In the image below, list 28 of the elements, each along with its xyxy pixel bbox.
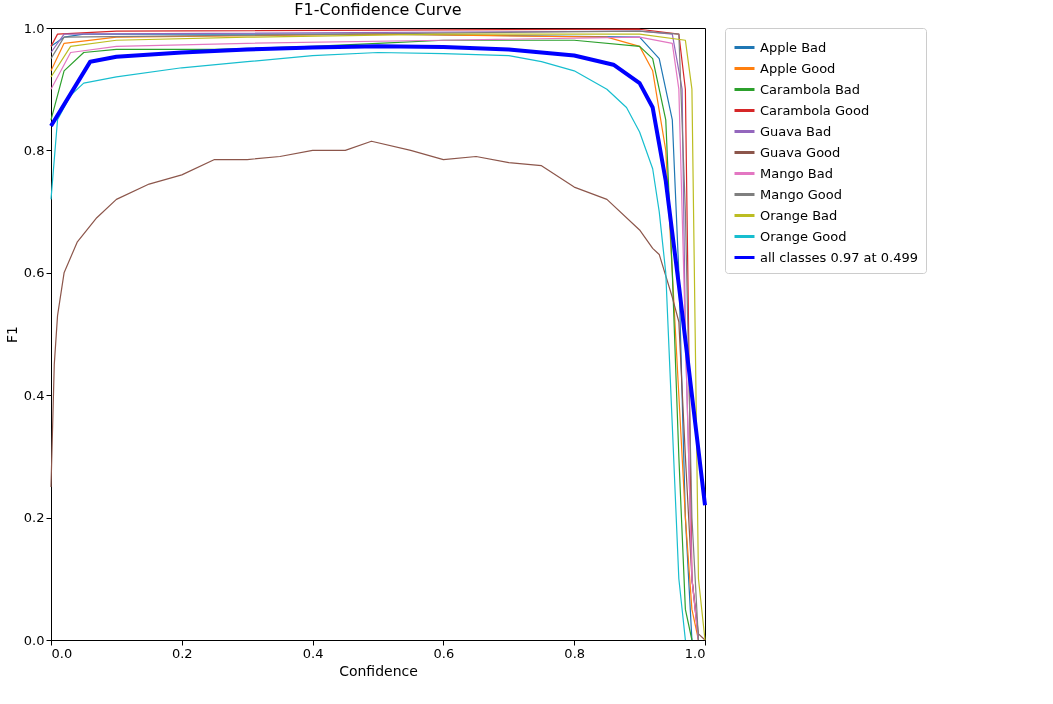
x-tick-label: 0.6 (433, 645, 455, 661)
line-series (50, 140, 706, 641)
legend-label: Apple Bad (760, 39, 827, 55)
x-tick-label: 1.0 (684, 645, 706, 661)
y-tick-label: 0.6 (23, 265, 45, 281)
legend-label: Carambola Bad (760, 81, 861, 97)
x-tick-label: 0.8 (564, 645, 586, 661)
legend-label: Guava Bad (760, 123, 832, 139)
x-tick-label: 0.2 (171, 645, 193, 661)
chart-title: F1-Confidence Curve (294, 0, 462, 19)
y-tick-label: 0.0 (23, 632, 45, 648)
legend-label: Mango Bad (760, 165, 833, 181)
legend-label: Orange Good (760, 228, 847, 244)
legend-label: Apple Good (760, 60, 836, 76)
x-axis-title: Confidence (339, 662, 418, 679)
line-series (49, 44, 707, 508)
legend-label: Orange Bad (760, 207, 838, 223)
y-tick-label: 0.4 (23, 387, 45, 403)
y-tick-label: 1.0 (23, 20, 45, 36)
y-tick-label: 0.8 (23, 142, 45, 158)
x-tick-label: 0.4 (302, 645, 324, 661)
y-axis-title: F1 (3, 326, 20, 343)
legend-label: all classes 0.97 at 0.499 (760, 249, 918, 265)
x-tick-label: 0.0 (51, 645, 73, 661)
legend-label: Carambola Good (760, 102, 870, 118)
legend-label: Guava Good (760, 144, 841, 160)
y-tick-label: 0.2 (23, 510, 45, 526)
legend-label: Mango Good (760, 186, 842, 202)
